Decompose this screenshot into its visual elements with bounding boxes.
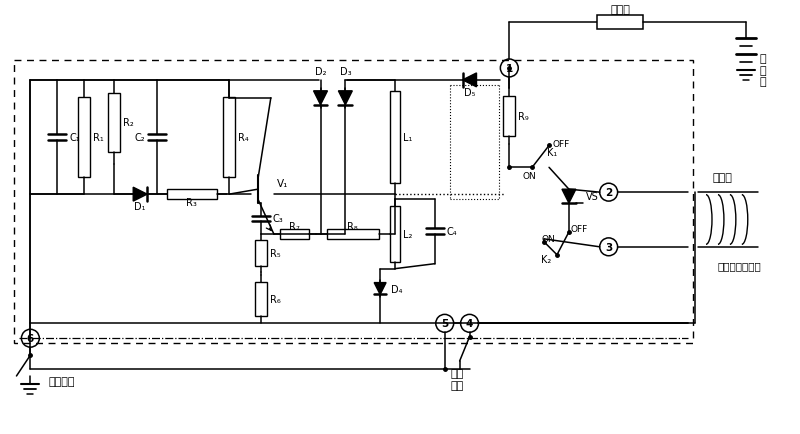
Text: 1: 1 [506,64,513,74]
Polygon shape [562,190,576,204]
Text: V₁: V₁ [277,179,288,189]
Text: 锁止开关: 锁止开关 [48,376,74,386]
Text: 6: 6 [26,333,34,343]
Text: C₃: C₃ [273,214,283,224]
Bar [503,97,515,137]
Text: 回转式电磁线圈: 回转式电磁线圈 [718,260,762,270]
Text: D₅: D₅ [464,88,475,98]
Polygon shape [374,283,386,295]
Polygon shape [314,92,327,105]
Text: 蓄
电
池: 蓄 电 池 [760,54,766,87]
Text: L₂: L₂ [403,229,412,239]
Text: VS: VS [586,192,598,202]
Text: 3: 3 [605,242,612,252]
Text: C₁: C₁ [69,133,80,143]
Bar [108,93,120,152]
Bar [390,207,400,262]
Polygon shape [462,74,477,88]
Polygon shape [134,188,147,202]
Bar [390,92,400,183]
Polygon shape [338,92,352,105]
Text: R₅: R₅ [270,248,281,258]
Text: D₃: D₃ [339,67,351,77]
Text: OFF: OFF [552,140,570,148]
Text: 2: 2 [605,188,612,198]
Text: R₈: R₈ [347,221,358,231]
Text: D₄: D₄ [391,284,402,294]
Text: R₁: R₁ [93,133,104,143]
Bar [326,230,379,239]
Text: 断电路: 断电路 [713,173,733,183]
Text: ON: ON [522,171,536,181]
Text: C₄: C₄ [446,227,458,237]
Text: D₁: D₁ [134,202,146,212]
Bar [167,190,217,200]
Text: C₂: C₂ [134,133,145,143]
Bar [223,98,235,178]
Bar [14,61,693,343]
Bar [78,98,90,178]
Text: K₁: K₁ [547,148,558,158]
Text: ON: ON [541,235,555,244]
Text: K₂: K₂ [541,254,551,264]
Bar [597,16,643,30]
Text: R₃: R₃ [186,197,198,207]
Text: D₂: D₂ [314,67,326,77]
Text: R₄: R₄ [238,133,249,143]
Text: OFF: OFF [571,225,588,234]
Text: R₆: R₆ [270,294,281,304]
Text: L₁: L₁ [403,133,412,143]
Bar [255,282,267,316]
Text: 5: 5 [441,319,448,329]
Text: R₇: R₇ [290,221,300,231]
Text: R₂: R₂ [122,118,134,128]
Text: 4: 4 [466,319,474,329]
Text: 燕断器: 燕断器 [610,5,630,15]
Text: R₉: R₉ [518,112,529,122]
Bar [255,240,267,266]
Text: 开启
开关: 开启 开关 [450,368,464,390]
Bar [280,230,310,239]
